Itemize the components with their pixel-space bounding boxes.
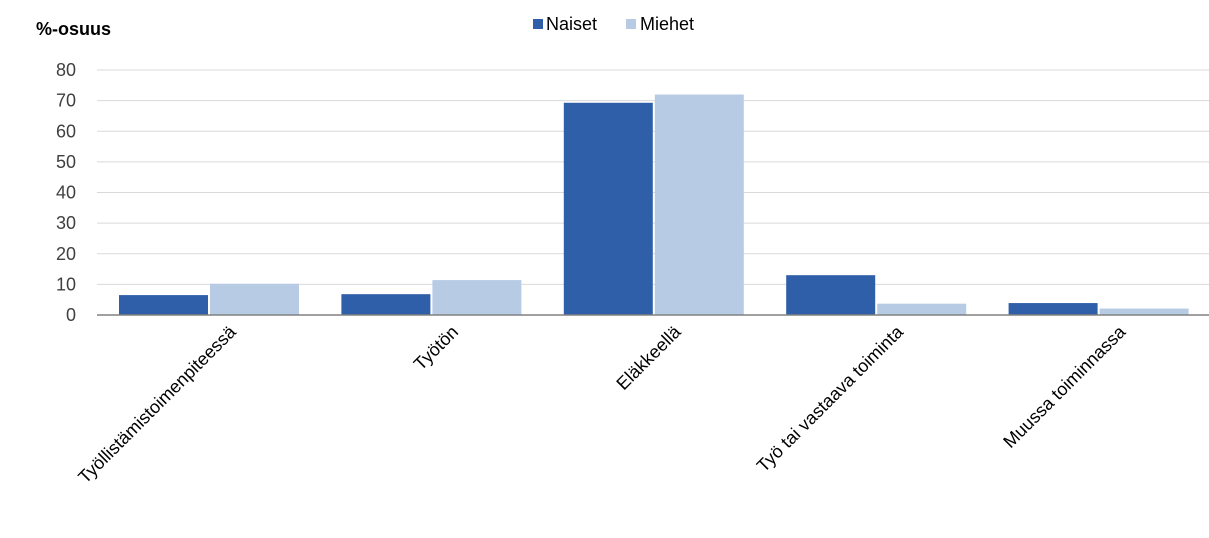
bar-miehet-2 xyxy=(654,94,744,315)
bar-naiset-2 xyxy=(563,102,653,315)
y-tick-label: 0 xyxy=(66,305,76,325)
x-axis-labels: Työllistämistoimenpiteessä Työtön Eläkkeel… xyxy=(74,321,1130,487)
bar-naiset-0 xyxy=(119,295,208,315)
y-tick-label: 80 xyxy=(56,60,76,80)
x-tick-label: Työ tai vastaava toiminta xyxy=(753,321,908,476)
y-tick-label: 30 xyxy=(56,213,76,233)
bar-naiset-1 xyxy=(341,294,431,315)
x-tick-label: Työllistämistoimenpiteessä xyxy=(74,321,240,487)
y-tick-label: 70 xyxy=(56,91,76,111)
bar-miehet-0 xyxy=(210,283,299,315)
y-tick-label: 10 xyxy=(56,274,76,294)
x-tick-label: Työtön xyxy=(410,322,462,374)
bar-miehet-3 xyxy=(877,303,967,315)
y-axis-ticks: 0 10 20 30 40 50 60 70 80 xyxy=(56,60,76,325)
legend-label-naiset: Naiset xyxy=(546,14,597,34)
bar-miehet-4 xyxy=(1099,308,1189,315)
x-tick-label: Muussa toiminnassa xyxy=(999,321,1130,452)
bar-naiset-3 xyxy=(786,275,876,315)
x-tick-label: Eläkkeellä xyxy=(612,321,685,394)
legend-swatch-naiset xyxy=(533,19,543,29)
legend: Naiset Miehet xyxy=(533,14,694,34)
legend-label-miehet: Miehet xyxy=(640,14,694,34)
bar-naiset-4 xyxy=(1008,303,1098,315)
gridlines xyxy=(97,69,1209,285)
y-axis-title: %-osuus xyxy=(36,19,111,39)
y-tick-label: 40 xyxy=(56,183,76,203)
bars xyxy=(119,94,1189,315)
y-tick-label: 20 xyxy=(56,244,76,264)
legend-swatch-miehet xyxy=(626,19,636,29)
y-tick-label: 60 xyxy=(56,121,76,141)
y-tick-label: 50 xyxy=(56,152,76,172)
bar-miehet-1 xyxy=(432,280,522,315)
